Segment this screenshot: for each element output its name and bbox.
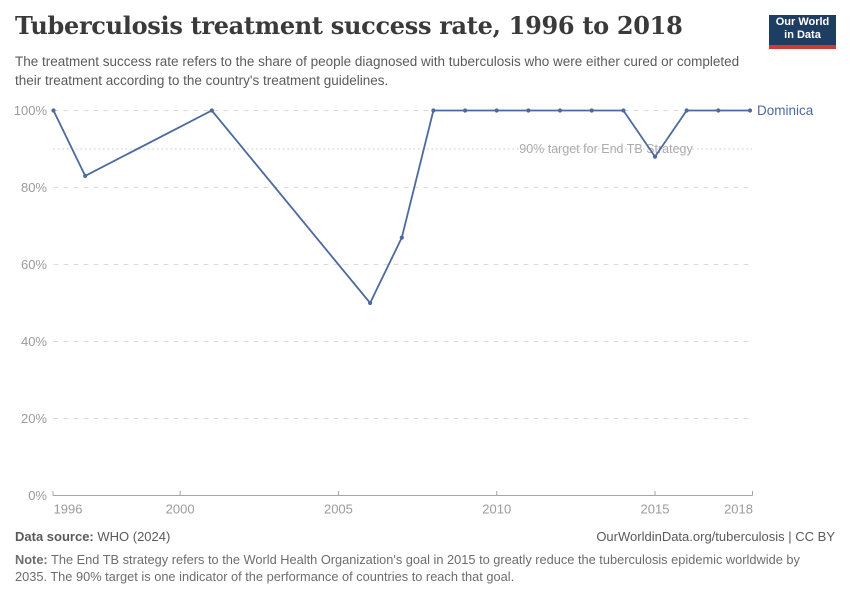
data-point <box>684 108 689 113</box>
data-point <box>431 108 436 113</box>
footer: Data source: WHO (2024) OurWorldinData.o… <box>15 529 835 544</box>
data-point <box>716 108 721 113</box>
target-line-label: 90% target for End TB Strategy <box>519 142 693 156</box>
footnote: Note: The End TB strategy refers to the … <box>15 551 821 586</box>
data-source-value: WHO (2024) <box>93 529 171 544</box>
owid-url-link[interactable]: OurWorldinData.org/tuberculosis <box>596 529 785 544</box>
y-axis-tick-label: 0% <box>28 488 47 503</box>
owid-logo: Our World in Data <box>769 15 836 49</box>
data-point <box>51 108 56 113</box>
data-point <box>652 154 658 159</box>
data-point <box>589 108 594 113</box>
x-axis-tick-label: 2015 <box>641 502 670 517</box>
page-title: Tuberculosis treatment success rate, 199… <box>15 11 683 40</box>
y-axis-tick-label: 100% <box>14 103 48 118</box>
data-point <box>747 108 753 113</box>
data-point <box>209 108 214 113</box>
chart-subtitle: The treatment success rate refers to the… <box>15 54 740 89</box>
data-point <box>399 235 404 240</box>
data-point <box>368 300 373 306</box>
x-axis-tick-label: 2010 <box>482 502 511 517</box>
footnote-text: The End TB strategy refers to the World … <box>15 552 800 585</box>
data-point <box>463 108 468 113</box>
series-line <box>52 109 750 305</box>
series-end-label: Dominica <box>757 103 814 118</box>
footnote-label: Note: <box>15 552 48 567</box>
footer-credit: OurWorldinData.org/tuberculosis | CC BY <box>596 529 835 544</box>
owid-logo-line2: in Data <box>784 29 821 41</box>
data-point <box>621 108 626 113</box>
x-axis-tick-label: 2018 <box>724 502 753 517</box>
y-axis-tick-label: 20% <box>21 411 47 426</box>
data-point <box>526 108 531 113</box>
x-axis-tick-label: 2005 <box>324 502 353 517</box>
data-point <box>83 173 88 178</box>
data-source-label: Data source: <box>15 529 94 544</box>
license-badge: | CC BY <box>784 529 835 544</box>
y-axis-tick-label: 60% <box>21 257 47 272</box>
data-point <box>557 108 563 113</box>
x-axis-tick-label: 1996 <box>54 502 83 517</box>
data-source: Data source: WHO (2024) <box>15 529 170 544</box>
y-axis-tick-label: 40% <box>21 334 47 349</box>
owid-logo-line1: Our World <box>775 16 830 28</box>
y-axis-tick-label: 80% <box>21 180 47 195</box>
x-axis-tick-label: 2000 <box>166 502 195 517</box>
data-point <box>494 108 499 113</box>
